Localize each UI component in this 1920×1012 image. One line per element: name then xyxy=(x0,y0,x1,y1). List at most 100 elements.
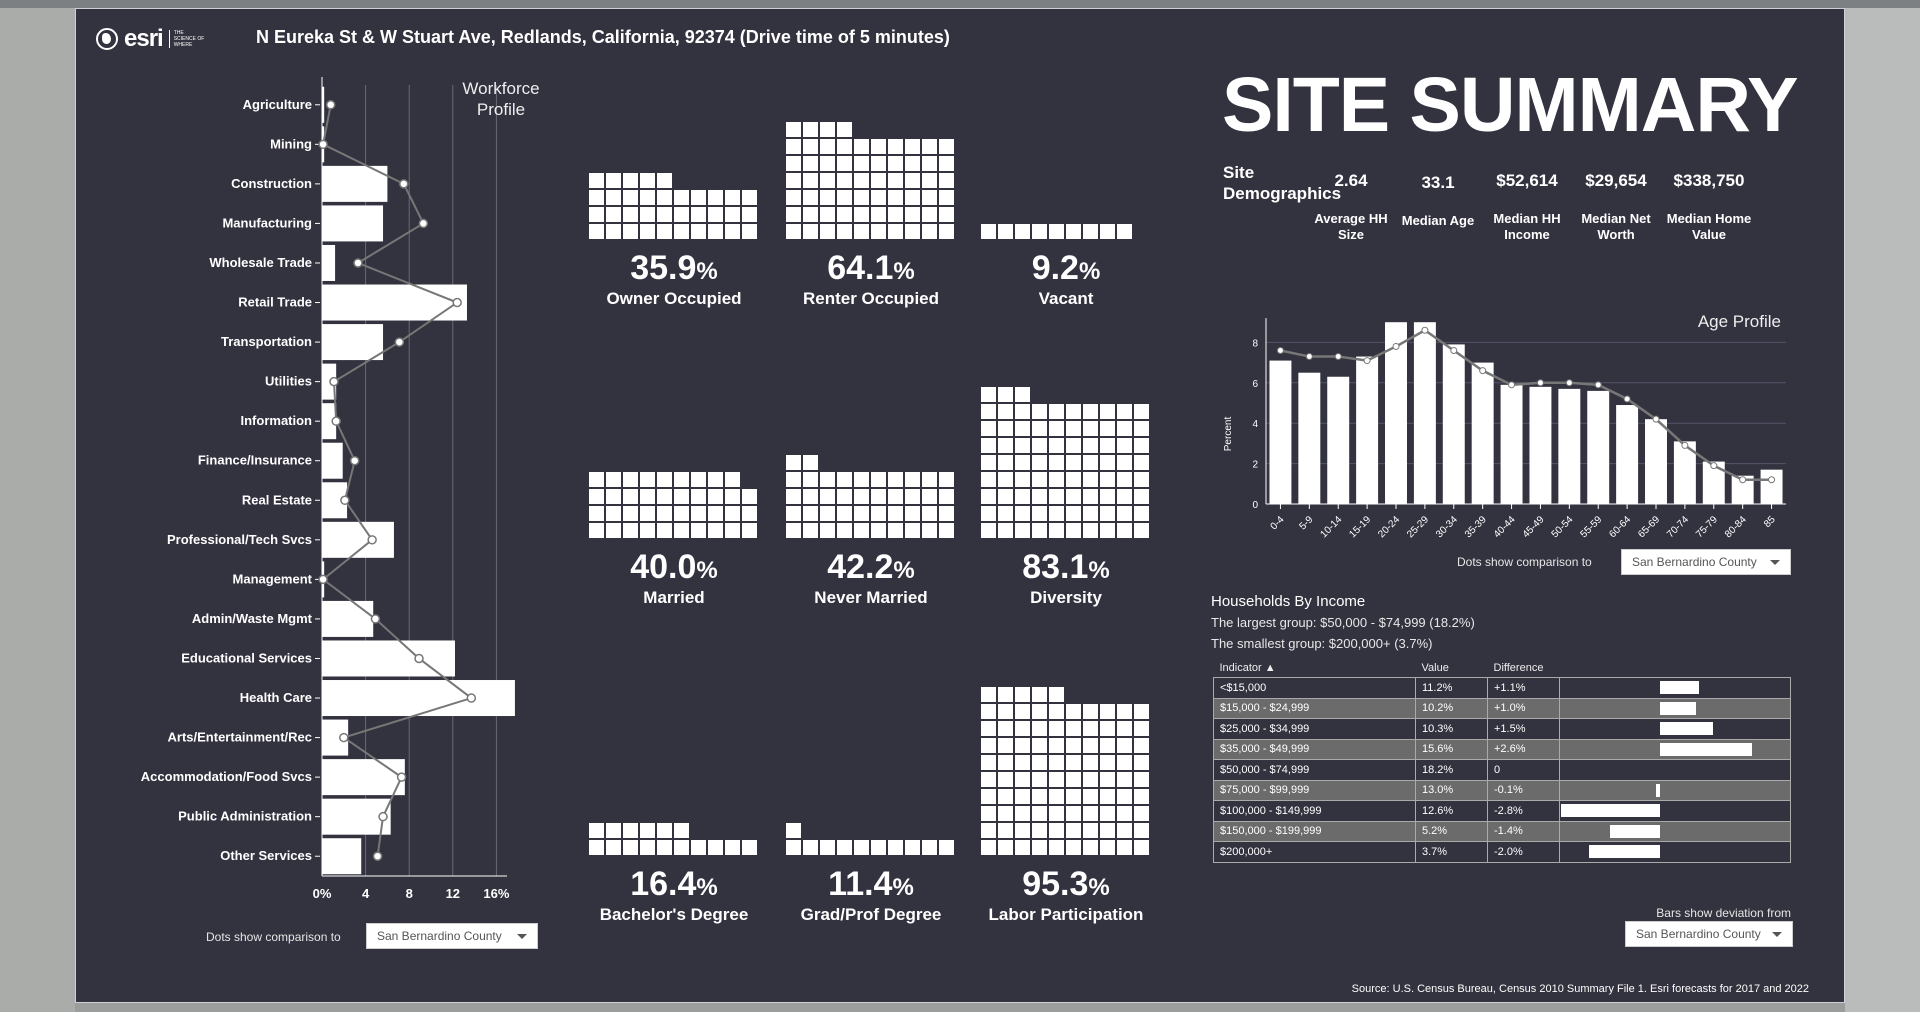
waffle-value: 11.4% xyxy=(766,865,976,904)
waffle-square xyxy=(1100,455,1115,470)
waffle-square xyxy=(640,472,655,487)
waffle-square xyxy=(820,224,835,239)
column-header-value[interactable]: Value xyxy=(1421,662,1449,674)
value-cell: 15.6% xyxy=(1415,738,1488,760)
waffle-square xyxy=(640,523,655,538)
waffle-square xyxy=(1066,840,1081,855)
difference-cell: -0.1% xyxy=(1487,779,1560,801)
waffle-bachelor-s-degree: 16.4% Bachelor's Degree xyxy=(589,677,759,957)
waffle-square xyxy=(854,156,869,171)
value-number: 83.1 xyxy=(1022,548,1089,586)
value-number: 42.2 xyxy=(827,548,894,586)
waffle-square xyxy=(640,190,655,205)
workforce-bar xyxy=(322,244,336,281)
waffle-value: 16.4% xyxy=(569,865,779,904)
waffle-square xyxy=(1066,704,1081,719)
workforce-bar xyxy=(322,165,388,202)
waffle-renter-occupied: 64.1% Renter Occupied xyxy=(786,61,956,341)
comparison-dot xyxy=(1536,379,1544,387)
waffle-square xyxy=(820,489,835,504)
age-bar xyxy=(1645,419,1667,504)
waffle-square xyxy=(1134,755,1149,770)
waffle-square xyxy=(871,506,886,521)
indicator-cell: $50,000 - $74,999 xyxy=(1213,759,1416,781)
demographic-stat: $338,750 Median Home Value xyxy=(1664,171,1754,243)
comparison-dot xyxy=(331,416,341,426)
waffle-square xyxy=(922,207,937,222)
workforce-chart: 0% 4 8 12 16% Agriculture Mining Construction Ma… xyxy=(141,77,515,901)
waffle-square xyxy=(1049,840,1064,855)
column-header-difference[interactable]: Difference xyxy=(1493,662,1544,674)
waffle-square xyxy=(1100,438,1115,453)
comparison-dot xyxy=(318,574,328,585)
waffle-square xyxy=(606,224,621,239)
waffle-square xyxy=(1083,806,1098,821)
waffle-label: Never Married xyxy=(814,588,928,607)
x-tick-label: 30-34 xyxy=(1434,514,1460,540)
x-tick-label: 55-59 xyxy=(1578,514,1604,540)
age-bar xyxy=(1327,376,1350,504)
deviation-bar-cell xyxy=(1559,800,1791,822)
waffle-square xyxy=(708,840,723,855)
waffle-never-married: 42.2% Never Married xyxy=(786,360,956,640)
comparison-dot xyxy=(1363,357,1371,365)
waffle-square xyxy=(589,207,604,222)
waffle-square xyxy=(939,173,954,188)
waffle-label: Diversity xyxy=(1030,588,1102,607)
waffle-square xyxy=(1134,840,1149,855)
category-label: Mining xyxy=(270,136,312,151)
waffle-square xyxy=(939,156,954,171)
table-row: <$15,000 11.2% +1.1% xyxy=(1213,677,1791,699)
waffle-grid xyxy=(786,122,956,241)
waffle-square xyxy=(820,139,835,154)
workforce-bar xyxy=(322,324,384,361)
waffle-square xyxy=(803,506,818,521)
category-label: Public Administration xyxy=(178,809,312,824)
table-row: $35,000 - $49,999 15.6% +2.6% xyxy=(1213,738,1791,760)
site-demographics-label: Site Demographics xyxy=(1223,163,1342,203)
age-comparison-dropdown[interactable]: San Bernardino County xyxy=(1621,549,1791,575)
waffle-square xyxy=(854,523,869,538)
waffle-square xyxy=(803,455,818,470)
age-bar xyxy=(1500,384,1523,504)
waffle-square xyxy=(854,139,869,154)
waffle-square xyxy=(1134,421,1149,436)
waffle-square xyxy=(708,489,723,504)
waffle-square xyxy=(708,224,723,239)
indicator-cell: $100,000 - $149,999 xyxy=(1213,800,1416,822)
waffle-square xyxy=(1083,738,1098,753)
waffle-square xyxy=(786,139,801,154)
category-label: Construction xyxy=(231,176,312,191)
source-note: Source: U.S. Census Bureau, Census 2010 … xyxy=(1351,983,1809,995)
waffle-square xyxy=(1032,687,1047,702)
percent-sign: % xyxy=(696,874,718,901)
comparison-dot xyxy=(1392,342,1400,350)
value-number: 64.1 xyxy=(827,249,894,287)
waffle-square xyxy=(589,823,604,838)
deviation-dropdown[interactable]: San Bernardino County xyxy=(1625,921,1793,947)
workforce-bar xyxy=(322,86,325,123)
workforce-comparison-dropdown[interactable]: San Bernardino County xyxy=(366,923,538,949)
comparison-dot xyxy=(399,179,409,189)
waffle-square xyxy=(888,506,903,521)
waffle-square xyxy=(837,139,852,154)
column-header-indicator[interactable]: Indicator ▲ xyxy=(1219,662,1276,674)
waffle-square xyxy=(1032,472,1047,487)
waffle-square xyxy=(854,190,869,205)
waffle-square xyxy=(1117,404,1132,419)
y-tick-label: 2 xyxy=(1252,460,1258,471)
waffle-square xyxy=(820,190,835,205)
comparison-dot xyxy=(1739,476,1747,484)
x-tick-label: 20-24 xyxy=(1376,514,1402,540)
deviation-bar-cell xyxy=(1559,841,1791,863)
percent-sign: % xyxy=(893,258,915,285)
waffle-square xyxy=(657,840,672,855)
waffle-square xyxy=(1066,472,1081,487)
waffle-square xyxy=(1032,404,1047,419)
x-tick-label: 85 xyxy=(1762,514,1778,530)
waffle-label: Bachelor's Degree xyxy=(599,905,749,924)
waffle-square xyxy=(786,523,801,538)
percent-sign: % xyxy=(696,258,718,285)
waffle-square xyxy=(837,207,852,222)
waffle-square xyxy=(981,224,996,239)
